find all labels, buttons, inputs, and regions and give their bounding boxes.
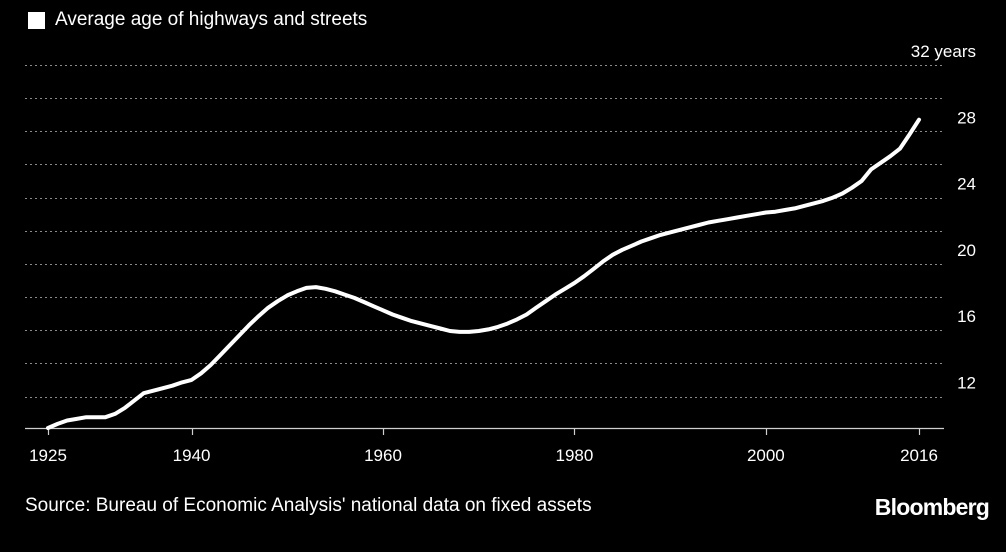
x-axis (25, 427, 944, 435)
gridlines (25, 65, 944, 398)
x-tick-label: 1960 (364, 446, 402, 465)
y-tick-label: 12 (957, 374, 976, 393)
y-tick-label: 20 (957, 241, 976, 260)
series-layer (46, 117, 921, 430)
y-tick-label: 24 (957, 175, 976, 194)
y-tick-label: 32 years (911, 42, 976, 61)
x-tick-label: 1940 (173, 446, 211, 465)
y-tick-label: 16 (957, 307, 976, 326)
x-tick-label: 2016 (900, 446, 938, 465)
legend-label: Average age of highways and streets (55, 9, 368, 30)
series-line (46, 117, 921, 430)
x-tick-label: 2000 (747, 446, 785, 465)
x-tick-label: 1980 (556, 446, 594, 465)
bloomberg-logo: Bloomberg (874, 494, 990, 520)
source-note: Source: Bureau of Economic Analysis' nat… (25, 495, 592, 516)
y-axis: 12 16 20 24 28 32 years (911, 42, 976, 393)
legend: Average age of highways and streets (28, 8, 367, 32)
x-tick-label: 1925 (29, 446, 67, 465)
legend-swatch (28, 11, 45, 29)
y-tick-label: 28 (957, 108, 976, 127)
x-tick-labels: 1925 1940 1960 1980 2000 2016 (29, 446, 938, 465)
